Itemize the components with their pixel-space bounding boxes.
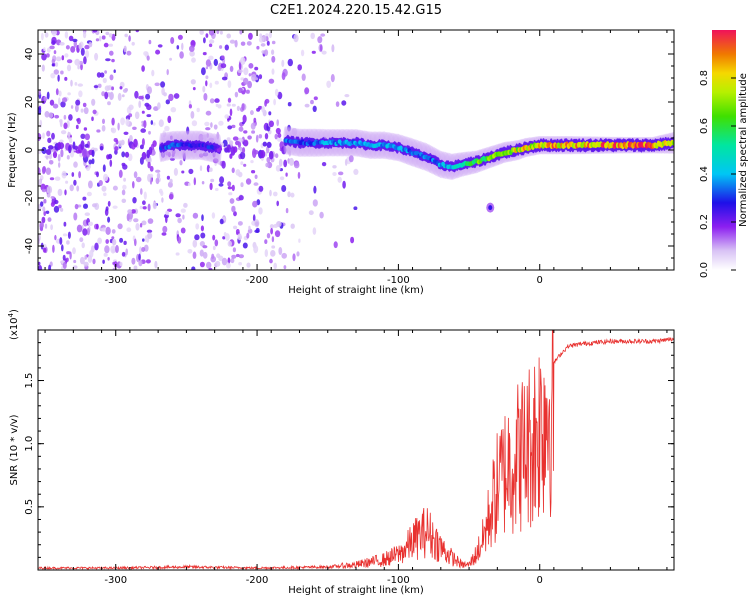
colorbar-label: Normalized spectral amplitude bbox=[738, 73, 749, 227]
spectrogram-x-tick-label: -100 bbox=[387, 275, 410, 286]
snr-line-area bbox=[38, 330, 674, 570]
snr-scale-factor: (x104) bbox=[7, 309, 20, 340]
spectrogram-y-tick-label: 0 bbox=[24, 147, 35, 153]
snr-y-tick-label: 0.5 bbox=[24, 499, 35, 515]
colorbar-tick-label: 0.2 bbox=[699, 214, 710, 230]
spectrogram-y-tick-label: 20 bbox=[24, 96, 35, 109]
colorbar: 0.0 0.2 0.4 0.6 0.8 Normalized spectral ampl… bbox=[699, 30, 749, 278]
spectrogram-x-tick-label: 0 bbox=[537, 275, 543, 286]
spectrogram-y-tick-label: 40 bbox=[24, 48, 35, 61]
snr-y-ticks: 0.5 1.0 1.5 bbox=[24, 342, 674, 558]
snr-y-tick-label: 1.0 bbox=[24, 436, 35, 452]
spectrogram-x-axis-label: Height of straight line (km) bbox=[288, 285, 424, 296]
colorbar-tick-label: 0.0 bbox=[699, 262, 710, 278]
snr-x-axis-label: Height of straight line (km) bbox=[288, 585, 424, 596]
snr-panel: -300 -200 -100 0 0.5 1.0 1.5 Height of straig… bbox=[7, 309, 675, 596]
snr-y-tick-label: 1.5 bbox=[24, 373, 35, 389]
snr-y-axis-label: SNR (10 * v/v) bbox=[9, 414, 20, 485]
spectrogram-x-tick-label: -300 bbox=[104, 275, 127, 286]
snr-plot-frame bbox=[37, 329, 675, 571]
spectrogram-x-tick-label: -200 bbox=[246, 275, 269, 286]
spectrogram-y-tick-label: -40 bbox=[24, 238, 35, 254]
spectrogram-x-ticks: -300 -200 -100 0 bbox=[44, 30, 668, 286]
colorbar-gradient bbox=[712, 30, 736, 270]
snr-x-tick-label: -200 bbox=[246, 575, 269, 586]
colorbar-tick-label: 0.6 bbox=[699, 118, 710, 134]
spectrogram-y-axis-label: Frequency (Hz) bbox=[7, 112, 18, 188]
colorbar-tick-label: 0.8 bbox=[699, 70, 710, 86]
figure-title: C2E1.2024.220.15.42.G15 bbox=[270, 3, 442, 18]
snr-x-tick-label: -100 bbox=[387, 575, 410, 586]
snr-series-line bbox=[38, 330, 674, 570]
spectrogram-y-ticks: -40 -20 0 20 40 bbox=[24, 29, 674, 271]
snr-x-ticks: -300 -200 -100 0 bbox=[44, 330, 668, 586]
snr-x-tick-label: -300 bbox=[104, 575, 127, 586]
spectrogram-heatmap bbox=[38, 30, 674, 270]
colorbar-tick-label: 0.4 bbox=[699, 166, 710, 182]
spectrogram-y-tick-label: -20 bbox=[24, 190, 35, 206]
colorbar-ticks: 0.0 0.2 0.4 0.6 0.8 bbox=[699, 70, 736, 278]
snr-x-tick-label: 0 bbox=[537, 575, 543, 586]
